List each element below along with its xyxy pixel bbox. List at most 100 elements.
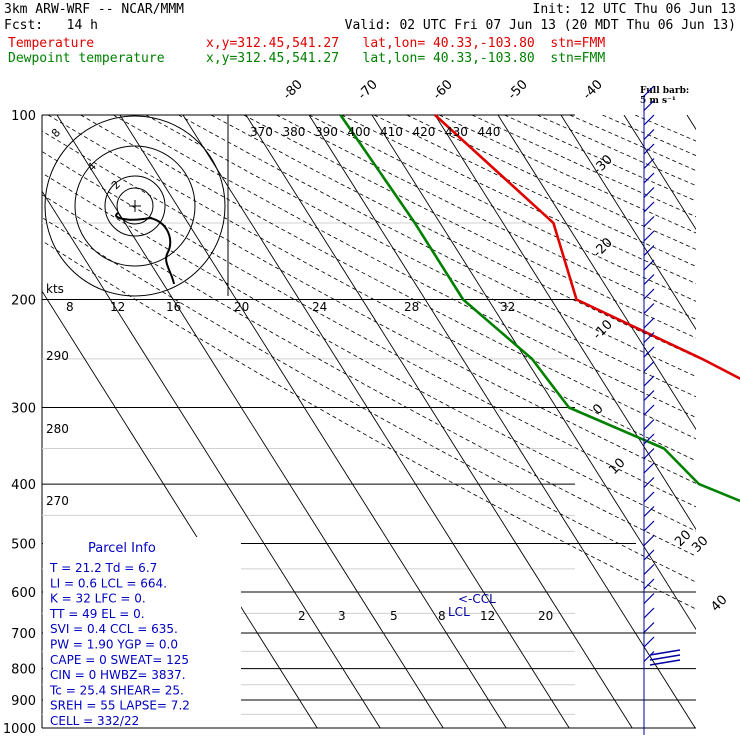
dry-adiabat: [42, 194, 696, 557]
parcel-row: CIN = 0 HWBZ= 3837.: [50, 668, 186, 682]
valid-time: Valid: 02 UTC Fri 07 Jun 13 (20 MDT Thu …: [344, 18, 736, 33]
isotherm: [42, 290, 318, 728]
dry-adiabat: [634, 115, 696, 142]
hodo-center: [129, 200, 141, 212]
wind-barb: [643, 216, 655, 227]
dry-adiabat: [42, 216, 696, 583]
parcel-box-bg: [43, 537, 241, 727]
dry-adiabat: [243, 115, 696, 339]
dewpoint-line: [339, 114, 740, 503]
hodo-speed-label: 12: [110, 300, 125, 314]
isotherm-label: -60: [430, 77, 456, 103]
pressure-label: 100: [11, 109, 36, 124]
hodo-speed-label: kts: [46, 282, 64, 296]
hodo-speed-label: 20: [234, 300, 249, 314]
hodo-speed-label: 28: [404, 300, 419, 314]
dry-adiabat: [374, 115, 696, 267]
hodo-ring-label: 8: [49, 126, 63, 140]
parcel-row: SVI = 0.4 CCL = 635.: [50, 622, 178, 636]
hodo-speed-label: 16: [166, 300, 181, 314]
theta-label: 390: [315, 125, 338, 139]
wind-barb: [643, 274, 655, 285]
dry-adiabat: [210, 115, 696, 358]
isotherm: [42, 190, 381, 728]
hodo-trace: [115, 212, 175, 285]
theta-label: 270: [46, 494, 69, 508]
pressure-label: 700: [11, 627, 36, 642]
dry-adiabat: [406, 115, 696, 250]
isotherm: [119, 115, 507, 728]
chart-series: [339, 114, 740, 503]
theta-label: 370: [250, 125, 273, 139]
wind-barb: [643, 651, 655, 662]
wind-barb: [643, 607, 655, 619]
dry-adiabat: [42, 151, 696, 508]
theta-label: 430: [445, 125, 468, 139]
dry-adiabat: [113, 115, 696, 418]
forecast-hour: Fcst: 14 h: [4, 18, 98, 33]
isotherm: [308, 115, 696, 728]
parcel-title: Parcel Info: [88, 541, 156, 556]
wind-barb: [643, 172, 655, 184]
isotherm: [623, 115, 696, 231]
hodo-ring: [44, 115, 226, 297]
isotherm: [497, 115, 696, 431]
hodo-ring: [116, 187, 154, 225]
dry-adiabat: [341, 115, 696, 284]
parcel-row: PW = 1.90 YGP = 0.0: [50, 638, 178, 652]
wind-barb: [649, 654, 681, 661]
theta-label: 290: [46, 349, 69, 363]
dry-adiabat: [504, 115, 696, 202]
wind-barb: [643, 419, 655, 430]
hodo-ring: [74, 145, 196, 267]
parcel-row: Tc = 25.4 SHEAR= 25.: [49, 683, 184, 697]
pressure-label: 400: [11, 478, 36, 493]
isotherm-label: -50: [505, 77, 531, 103]
wind-barb: [643, 375, 655, 387]
isotherm: [182, 115, 570, 728]
wind-barb: [643, 506, 655, 517]
parcel-row: K = 32 LFC = 0.: [50, 592, 146, 606]
mixing-ratio-label: 5: [390, 609, 398, 623]
isotherm: [560, 115, 696, 331]
theta-label: 410: [380, 125, 403, 139]
dry-adiabat: [602, 115, 696, 157]
wind-barb: [643, 462, 655, 474]
pressure-label: 300: [11, 401, 36, 416]
pressure-label: 1000: [3, 722, 36, 737]
chart-grid: [41, 114, 696, 729]
hodo-ring: [104, 175, 166, 237]
wind-barb: [643, 129, 655, 140]
wind-barb: [649, 649, 681, 656]
dry-adiabat: [42, 172, 696, 532]
wind-barb: [643, 114, 655, 126]
isotherm-label: -70: [355, 77, 381, 103]
wind-barb: [643, 288, 655, 300]
mixing-ratio-label: 20: [538, 609, 553, 623]
wind-barb: [643, 332, 655, 343]
pressure-label: 800: [11, 663, 36, 678]
parcel-row: LI = 0.6 LCL = 664.: [50, 576, 167, 590]
isotherm-label: -40: [580, 77, 606, 103]
wind-barb: [643, 448, 655, 459]
wind-barb: [643, 390, 655, 401]
init-time: Init: 12 UTC Thu 06 Jun 13: [532, 2, 737, 17]
dry-adiabat: [569, 115, 696, 172]
dry-adiabat: [178, 115, 696, 378]
isotherm: [686, 115, 696, 131]
hodo-ring-label: 4: [85, 160, 99, 174]
wind-barb: [643, 549, 655, 561]
isotherm: [434, 115, 696, 531]
wind-barb: [643, 520, 655, 532]
isotherm-label: -20: [590, 235, 616, 261]
wind-barb: [643, 564, 655, 575]
hodo-ring-label: 2: [109, 178, 123, 192]
wind-barb: [643, 259, 655, 271]
model-title: 3km ARW-WRF -- NCAR/MMM: [4, 2, 185, 17]
isotherm: [245, 115, 633, 728]
wind-barb: [643, 100, 655, 111]
wind-barb: [643, 158, 655, 169]
mixing-ratio-label: 2: [298, 609, 306, 623]
